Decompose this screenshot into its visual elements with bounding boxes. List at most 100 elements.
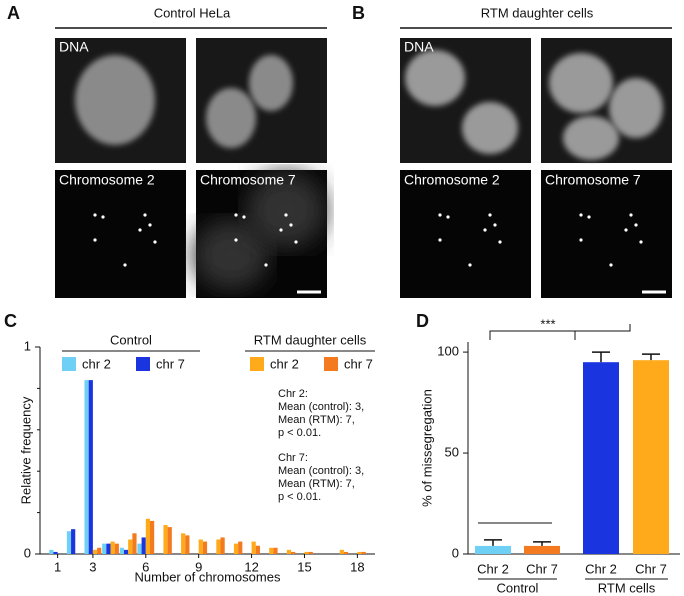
panel-title: RTM daughter cells [481, 5, 594, 20]
x-tick-label: 3 [89, 559, 96, 574]
fish-spot [446, 215, 450, 219]
fish-spot [483, 228, 487, 232]
nucleus [462, 102, 518, 154]
x-tick-label: Chr 2 [585, 561, 617, 576]
bar [251, 541, 256, 554]
legend-swatch [136, 357, 150, 371]
x-tick-label: Chr 7 [526, 561, 558, 576]
fish-spot [153, 240, 157, 244]
fish-spot [468, 263, 472, 267]
bar [273, 547, 278, 554]
significance-bracket [489, 324, 631, 340]
legend-label: chr 2 [270, 356, 299, 371]
fish-spot [138, 228, 142, 232]
bar [145, 518, 150, 554]
annotation: Mean (RTM): 7, [278, 414, 355, 426]
fish-spot [609, 263, 613, 267]
fish-spot [294, 240, 298, 244]
bar [66, 531, 72, 554]
bar [583, 362, 619, 554]
bar [291, 551, 296, 554]
legend-swatch [62, 357, 76, 371]
bar [71, 529, 76, 554]
bar [308, 551, 313, 554]
fish-spot [234, 238, 238, 242]
panel-letter: B [352, 3, 365, 23]
annotation: Mean (control): 3, [278, 401, 364, 413]
annotation: Chr 7: [278, 452, 308, 464]
fish-spot [284, 213, 288, 217]
annotation: p < 0.01. [278, 427, 321, 439]
bar [128, 539, 133, 554]
fish-spot [289, 223, 293, 227]
fish-spot [101, 215, 105, 219]
panel-letter: D [416, 311, 429, 331]
fish-spot [438, 238, 442, 242]
group-label: Control [497, 580, 539, 595]
nucleus [75, 55, 155, 145]
image-label: Chromosome 2 [404, 172, 500, 188]
legend-swatch [250, 357, 264, 371]
bar [216, 539, 221, 554]
bar [339, 549, 344, 554]
bar [361, 551, 366, 554]
legend-group: Control [110, 332, 152, 347]
annotation: p < 0.01. [278, 491, 321, 503]
y-tick-label: 0 [452, 545, 459, 560]
bar [202, 541, 208, 554]
nucleus [249, 55, 293, 111]
legend-swatch [324, 357, 338, 371]
image-label: DNA [59, 39, 89, 55]
fish-spot [488, 213, 492, 217]
fish-spot [624, 228, 628, 232]
panel-letter: C [4, 311, 17, 331]
bar [110, 541, 115, 554]
fish-spot [579, 213, 583, 217]
bar [84, 380, 89, 554]
fish-spot [587, 215, 591, 219]
fish-spot [123, 263, 127, 267]
bar [106, 543, 111, 554]
nucleus [563, 116, 619, 160]
x-axis-label: Number of chromosomes [135, 569, 281, 584]
y-axis-label: Relative frequency [18, 396, 33, 504]
legend-label: chr 7 [156, 356, 185, 371]
fish-spot [279, 228, 283, 232]
bar [181, 533, 186, 554]
bar [97, 547, 102, 554]
fish-spot [634, 223, 638, 227]
bar [633, 360, 669, 554]
annotation: Mean (RTM): 7, [278, 478, 355, 490]
bar [524, 545, 560, 554]
bar [114, 543, 119, 554]
nucleus [206, 88, 256, 148]
image-label: DNA [404, 39, 434, 55]
fish-spot [493, 223, 497, 227]
legend-group: RTM daughter cells [254, 332, 367, 347]
micrograph [541, 170, 672, 298]
bar [88, 380, 93, 554]
bar [220, 537, 225, 554]
cell-glow [246, 172, 326, 248]
bar [238, 541, 243, 554]
bar [167, 527, 172, 554]
bar [286, 549, 292, 554]
fish-spot [639, 240, 643, 244]
fish-spot [148, 223, 152, 227]
legend-label: chr 7 [344, 356, 373, 371]
bar [343, 551, 349, 554]
legend-label: chr 2 [82, 356, 111, 371]
bar [141, 537, 146, 554]
fish-spot [93, 238, 97, 242]
y-tick-label: 100 [437, 344, 459, 359]
y-tick-label: 50 [445, 444, 459, 459]
fish-spot [242, 215, 246, 219]
panel-title: Control HeLa [154, 5, 231, 20]
x-tick-label: 18 [350, 559, 364, 574]
annotation: Chr 2: [278, 388, 308, 400]
fish-spot [93, 213, 97, 217]
x-tick-label: Chr 2 [477, 561, 509, 576]
bar [137, 543, 142, 554]
bar [123, 549, 129, 554]
